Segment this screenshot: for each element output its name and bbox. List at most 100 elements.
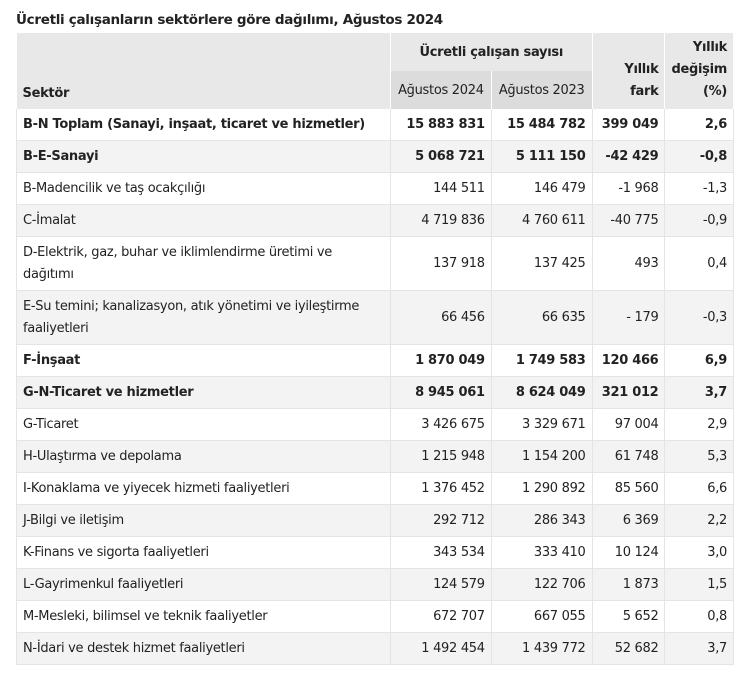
aug-2024-cell: 66 456 bbox=[390, 290, 492, 345]
sector-cell: B-E-Sanayi bbox=[16, 140, 391, 173]
header-change: Yıllık değişim (%) bbox=[664, 33, 734, 109]
table-row: B-Madencilik ve taş ocakçılığı 144 511 146… bbox=[16, 172, 734, 205]
annual-diff-cell: 321 012 bbox=[592, 376, 666, 409]
aug-2024-cell: 1 870 049 bbox=[390, 344, 492, 377]
table-row: L-Gayrimenkul faaliyetleri 124 579 122 706… bbox=[16, 568, 734, 601]
annual-diff-cell: 52 682 bbox=[592, 632, 666, 665]
sector-cell: J-Bilgi ve iletişim bbox=[16, 504, 391, 537]
annual-change-cell: 3,7 bbox=[664, 632, 734, 665]
aug-2024-cell: 15 883 831 bbox=[390, 109, 492, 141]
annual-change-cell: 5,3 bbox=[664, 440, 734, 473]
aug-2024-cell: 137 918 bbox=[390, 236, 492, 291]
sector-cell: N-İdari ve destek hizmet faaliyetleri bbox=[16, 632, 391, 665]
aug-2023-cell: 667 055 bbox=[491, 600, 593, 633]
aug-2023-cell: 137 425 bbox=[491, 236, 593, 291]
annual-change-cell: 6,6 bbox=[664, 472, 734, 505]
sector-cell: L-Gayrimenkul faaliyetleri bbox=[16, 568, 391, 601]
header-sector: Sektör bbox=[16, 33, 391, 109]
sector-cell: G-N-Ticaret ve hizmetler bbox=[16, 376, 391, 409]
table-row: K-Finans ve sigorta faaliyetleri 343 534 3… bbox=[16, 536, 734, 569]
annual-diff-cell: 10 124 bbox=[592, 536, 666, 569]
aug-2024-cell: 1 492 454 bbox=[390, 632, 492, 665]
annual-diff-cell: - 179 bbox=[592, 290, 666, 345]
aug-2024-cell: 4 719 836 bbox=[390, 204, 492, 237]
aug-2024-cell: 8 945 061 bbox=[390, 376, 492, 409]
sector-cell: D-Elektrik, gaz, buhar ve iklimlendirme … bbox=[16, 236, 391, 291]
aug-2024-cell: 343 534 bbox=[390, 536, 492, 569]
aug-2023-cell: 333 410 bbox=[491, 536, 593, 569]
table-title: Ücretli çalışanların sektörlere göre dağ… bbox=[16, 12, 443, 28]
sector-cell: M-Mesleki, bilimsel ve teknik faaliyetle… bbox=[16, 600, 391, 633]
header-aug-2023: Ağustos 2023 bbox=[491, 71, 593, 109]
annual-diff-cell: 6 369 bbox=[592, 504, 666, 537]
aug-2023-cell: 1 749 583 bbox=[491, 344, 593, 377]
aug-2024-cell: 5 068 721 bbox=[390, 140, 492, 173]
table-row: H-Ulaştırma ve depolama 1 215 948 1 154 20… bbox=[16, 440, 734, 473]
aug-2024-cell: 144 511 bbox=[390, 172, 492, 205]
table-row: B-N Toplam (Sanayi, inşaat, ticaret ve h… bbox=[16, 109, 734, 141]
employment-table: Sektör Ücretli çalışan sayısı Yıllık far… bbox=[16, 33, 734, 665]
annual-change-cell: 2,9 bbox=[664, 408, 734, 441]
aug-2023-cell: 3 329 671 bbox=[491, 408, 593, 441]
annual-diff-cell: 61 748 bbox=[592, 440, 666, 473]
table-row: F-İnşaat 1 870 049 1 749 583 120 466 6,9 bbox=[16, 344, 734, 377]
aug-2023-cell: 1 290 892 bbox=[491, 472, 593, 505]
sector-cell: C-İmalat bbox=[16, 204, 391, 237]
annual-change-cell: -0,8 bbox=[664, 140, 734, 173]
annual-change-cell: -0,3 bbox=[664, 290, 734, 345]
annual-diff-cell: 5 652 bbox=[592, 600, 666, 633]
header-aug-2024: Ağustos 2024 bbox=[390, 71, 492, 109]
table-row: B-E-Sanayi 5 068 721 5 111 150 -42 429 -0,8 bbox=[16, 140, 734, 173]
aug-2024-cell: 1 376 452 bbox=[390, 472, 492, 505]
aug-2023-cell: 4 760 611 bbox=[491, 204, 593, 237]
annual-diff-cell: -40 775 bbox=[592, 204, 666, 237]
annual-diff-cell: 493 bbox=[592, 236, 666, 291]
table-row: E-Su temini; kanalizasyon, atık yönetimi… bbox=[16, 290, 734, 345]
aug-2024-cell: 672 707 bbox=[390, 600, 492, 633]
table-row: N-İdari ve destek hizmet faaliyetleri 1 4… bbox=[16, 632, 734, 665]
aug-2023-cell: 5 111 150 bbox=[491, 140, 593, 173]
aug-2023-cell: 8 624 049 bbox=[491, 376, 593, 409]
annual-change-cell: 2,2 bbox=[664, 504, 734, 537]
header-diff: Yıllık fark bbox=[592, 33, 666, 109]
table-row: C-İmalat 4 719 836 4 760 611 -40 775 -0,9 bbox=[16, 204, 734, 237]
aug-2023-cell: 66 635 bbox=[491, 290, 593, 345]
table-row: I-Konaklama ve yiyecek hizmeti faaliyetl… bbox=[16, 472, 734, 505]
sector-cell: K-Finans ve sigorta faaliyetleri bbox=[16, 536, 391, 569]
sector-cell: I-Konaklama ve yiyecek hizmeti faaliyetl… bbox=[16, 472, 391, 505]
sector-cell: B-Madencilik ve taş ocakçılığı bbox=[16, 172, 391, 205]
annual-diff-cell: 97 004 bbox=[592, 408, 666, 441]
annual-change-cell: 3,0 bbox=[664, 536, 734, 569]
aug-2023-cell: 1 439 772 bbox=[491, 632, 593, 665]
annual-diff-cell: -1 968 bbox=[592, 172, 666, 205]
header-group: Ücretli çalışan sayısı bbox=[390, 33, 593, 71]
table-row: G-N-Ticaret ve hizmetler 8 945 061 8 624 0… bbox=[16, 376, 734, 409]
aug-2024-cell: 124 579 bbox=[390, 568, 492, 601]
annual-diff-cell: 85 560 bbox=[592, 472, 666, 505]
annual-change-cell: -1,3 bbox=[664, 172, 734, 205]
aug-2024-cell: 3 426 675 bbox=[390, 408, 492, 441]
table-row: D-Elektrik, gaz, buhar ve iklimlendirme … bbox=[16, 236, 734, 291]
annual-diff-cell: 399 049 bbox=[592, 109, 666, 141]
annual-change-cell: 1,5 bbox=[664, 568, 734, 601]
sector-cell: E-Su temini; kanalizasyon, atık yönetimi… bbox=[16, 290, 391, 345]
sector-cell: H-Ulaştırma ve depolama bbox=[16, 440, 391, 473]
annual-change-cell: 0,8 bbox=[664, 600, 734, 633]
annual-change-cell: 3,7 bbox=[664, 376, 734, 409]
sector-cell: F-İnşaat bbox=[16, 344, 391, 377]
table-row: G-Ticaret 3 426 675 3 329 671 97 004 2,9 bbox=[16, 408, 734, 441]
sector-cell: B-N Toplam (Sanayi, inşaat, ticaret ve h… bbox=[16, 109, 391, 141]
aug-2023-cell: 286 343 bbox=[491, 504, 593, 537]
aug-2024-cell: 292 712 bbox=[390, 504, 492, 537]
aug-2023-cell: 15 484 782 bbox=[491, 109, 593, 141]
annual-change-cell: 6,9 bbox=[664, 344, 734, 377]
aug-2023-cell: 122 706 bbox=[491, 568, 593, 601]
annual-change-cell: 2,6 bbox=[664, 109, 734, 141]
table-row: M-Mesleki, bilimsel ve teknik faaliyetle… bbox=[16, 600, 734, 633]
aug-2023-cell: 1 154 200 bbox=[491, 440, 593, 473]
table-row: J-Bilgi ve iletişim 292 712 286 343 6 369 2,… bbox=[16, 504, 734, 537]
annual-diff-cell: 1 873 bbox=[592, 568, 666, 601]
annual-change-cell: -0,9 bbox=[664, 204, 734, 237]
annual-change-cell: 0,4 bbox=[664, 236, 734, 291]
annual-diff-cell: 120 466 bbox=[592, 344, 666, 377]
